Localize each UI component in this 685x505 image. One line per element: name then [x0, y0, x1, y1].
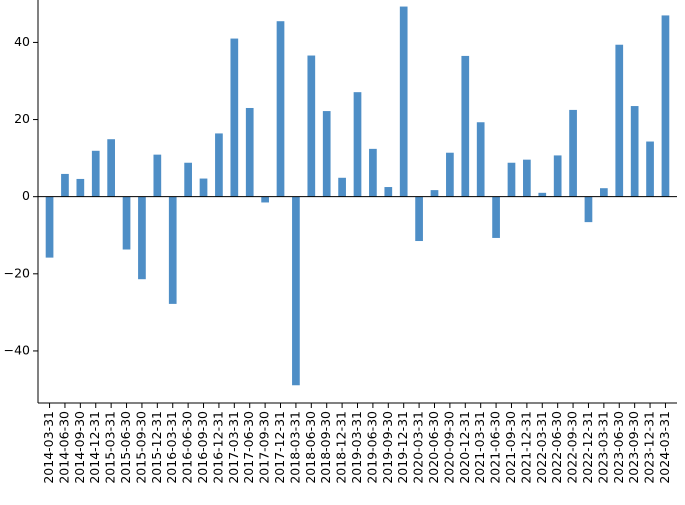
bar-2021-03-31 [476, 122, 485, 197]
x-tick-label: 2023-09-30 [626, 411, 641, 484]
x-tick-label: 2021-12-31 [518, 411, 533, 484]
x-tick-label: 2019-12-31 [395, 411, 410, 484]
bar-2022-06-30 [553, 155, 562, 197]
x-tick-label: 2020-12-31 [457, 411, 472, 484]
bar-2019-12-31 [399, 6, 408, 197]
bar-2016-12-31 [215, 133, 223, 197]
bar-2023-03-31 [600, 188, 608, 197]
x-tick-label: 2024-03-31 [657, 411, 672, 484]
x-tick-label: 2017-09-30 [257, 411, 272, 484]
bar-2015-03-31 [107, 139, 115, 197]
x-tick-label: 2019-09-30 [380, 411, 395, 484]
x-tick-label: 2022-09-30 [565, 411, 580, 484]
x-tick-label: 2018-12-31 [334, 411, 349, 484]
x-tick-label: 2018-06-30 [303, 411, 318, 484]
bar-2020-03-31 [415, 196, 423, 242]
x-tick-label: 2015-12-31 [149, 411, 164, 484]
bar-2020-09-30 [446, 152, 454, 197]
x-tick-label: 2015-03-31 [103, 411, 118, 484]
x-tick-label: 2021-03-31 [472, 411, 487, 484]
bar-2021-09-30 [507, 162, 516, 197]
bar-2014-06-30 [61, 173, 69, 197]
bar-2023-06-30 [615, 44, 624, 197]
y-tick-label: 40 [14, 34, 30, 49]
x-tick-label: 2015-09-30 [133, 411, 148, 484]
x-tick-label: 2017-12-31 [272, 411, 287, 484]
bar-2023-12-31 [646, 141, 654, 197]
bar-2022-09-30 [569, 109, 577, 197]
bar-2023-09-30 [630, 106, 639, 197]
y-tick-label: 0 [22, 188, 30, 203]
x-tick-label: 2017-06-30 [241, 411, 256, 484]
bar-2018-03-31 [292, 196, 300, 386]
bar-2016-09-30 [199, 178, 208, 197]
bar-2020-12-31 [461, 55, 470, 197]
bar-2015-09-30 [138, 196, 146, 280]
bar-2014-12-31 [91, 150, 100, 197]
bar-2016-03-31 [168, 196, 177, 304]
bar-2014-03-31 [45, 196, 54, 258]
bars-group [45, 6, 670, 386]
bar-2021-06-30 [492, 196, 500, 238]
x-tick-label: 2023-03-31 [595, 411, 610, 484]
bar-2020-06-30 [430, 190, 439, 197]
y-tick-label: −40 [4, 342, 30, 357]
x-tick-label: 2016-03-31 [164, 411, 179, 484]
bar-2017-12-31 [276, 21, 285, 197]
bar-2015-06-30 [122, 196, 131, 250]
x-tick-label: 2020-03-31 [411, 411, 426, 484]
bar-2018-06-30 [307, 55, 316, 197]
x-tick-label: 2017-03-31 [226, 411, 241, 484]
x-tick-label: 2016-09-30 [195, 411, 210, 484]
x-tick-label: 2023-06-30 [611, 411, 626, 484]
bar-2014-09-30 [76, 178, 85, 197]
bar-2021-12-31 [523, 159, 531, 197]
y-ticks-group: −40 −20 0 20 40 [4, 34, 38, 357]
bar-2017-06-30 [245, 107, 254, 197]
x-tick-label: 2020-06-30 [426, 411, 441, 484]
x-tick-label: 2014-06-30 [56, 411, 71, 484]
x-tick-label: 2018-03-31 [287, 411, 302, 484]
x-tick-label: 2014-09-30 [72, 411, 87, 484]
x-tick-label: 2015-06-30 [118, 411, 133, 484]
x-tick-label: 2014-12-31 [87, 411, 102, 484]
bar-2015-12-31 [153, 154, 162, 197]
x-tick-label: 2016-06-30 [180, 411, 195, 484]
y-tick-label: 20 [14, 111, 30, 126]
bar-2018-12-31 [338, 177, 346, 197]
bar-2016-06-30 [184, 162, 192, 197]
bar-2017-09-30 [261, 196, 269, 203]
x-tick-label: 2021-06-30 [488, 411, 503, 484]
x-tick-label: 2018-09-30 [318, 411, 333, 484]
bar-2022-03-31 [538, 192, 547, 197]
bar-2019-06-30 [369, 148, 377, 197]
x-tick-label: 2022-06-30 [549, 411, 564, 484]
x-tick-label: 2014-03-31 [41, 411, 56, 484]
x-tick-label: 2022-12-31 [580, 411, 595, 484]
bar-2017-03-31 [230, 38, 239, 197]
x-tick-label: 2022-03-31 [534, 411, 549, 484]
x-tick-label: 2016-12-31 [210, 411, 225, 484]
x-ticks-group: 2014-03-31 2014-06-30 2014-09-30 2014-12-31… [41, 403, 672, 484]
bar-2019-03-31 [353, 92, 362, 197]
y-tick-label: −20 [4, 265, 30, 280]
x-tick-label: 2019-06-30 [364, 411, 379, 484]
bar-2024-03-31 [661, 15, 670, 197]
bar-2022-12-31 [584, 196, 593, 223]
x-tick-label: 2021-09-30 [503, 411, 518, 484]
bar-2019-09-30 [384, 187, 393, 197]
x-tick-label: 2019-03-31 [349, 411, 364, 484]
bar-2018-09-30 [322, 111, 331, 197]
x-tick-label: 2020-09-30 [441, 411, 456, 484]
x-tick-label: 2023-12-31 [642, 411, 657, 484]
